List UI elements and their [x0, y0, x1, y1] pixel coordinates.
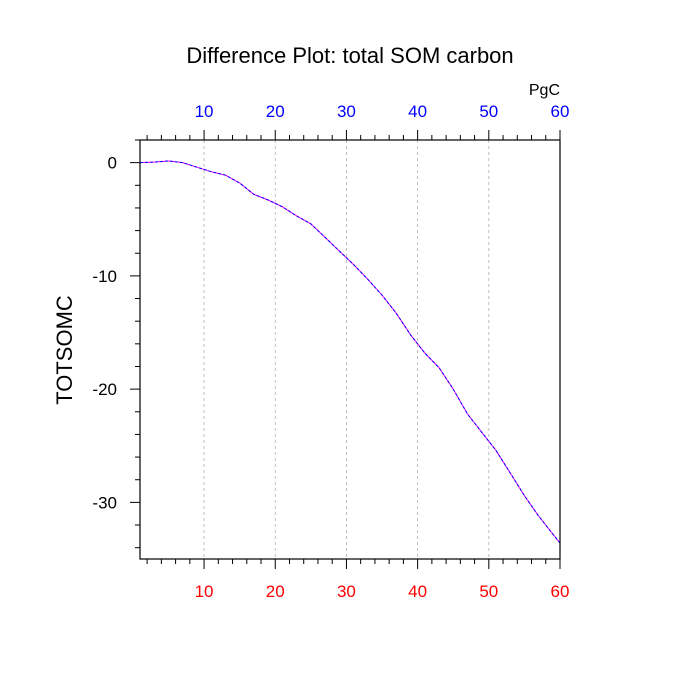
y-tick-label: -30 — [92, 493, 117, 512]
x-tick-label-bottom: 40 — [408, 582, 427, 601]
y-tick-label: -20 — [92, 380, 117, 399]
x-tick-label-bottom: 10 — [195, 582, 214, 601]
x-tick-label-bottom: 50 — [479, 582, 498, 601]
x-tick-label-bottom: 20 — [266, 582, 285, 601]
grid-lines — [203, 140, 490, 559]
x-tick-label-top: 60 — [551, 102, 570, 121]
plot-frame — [139, 139, 561, 560]
x-tick-label-top: 40 — [408, 102, 427, 121]
x-tick-label-top: 30 — [337, 102, 356, 121]
x-tick-label-bottom: 30 — [337, 582, 356, 601]
y-tick-label: -10 — [92, 267, 117, 286]
top-axis-unit: PgC — [529, 82, 560, 99]
y-axis-label: TOTSOMC — [52, 295, 77, 405]
series-line-1 — [139, 160, 561, 544]
tick-labels: 10 10 20 20 30 30 40 40 50 50 60 60 0 -10 -20 -30 — [92, 102, 569, 601]
x-tick-label-bottom: 60 — [551, 582, 570, 601]
axis-ticks — [130, 130, 561, 569]
x-tick-label-top: 20 — [266, 102, 285, 121]
chart-title: Difference Plot: total SOM carbon — [186, 43, 513, 68]
y-tick-label: 0 — [108, 154, 117, 173]
series-line-2 — [139, 160, 561, 544]
x-tick-label-top: 50 — [479, 102, 498, 121]
x-tick-label-top: 10 — [195, 102, 214, 121]
data-lines — [139, 160, 561, 544]
